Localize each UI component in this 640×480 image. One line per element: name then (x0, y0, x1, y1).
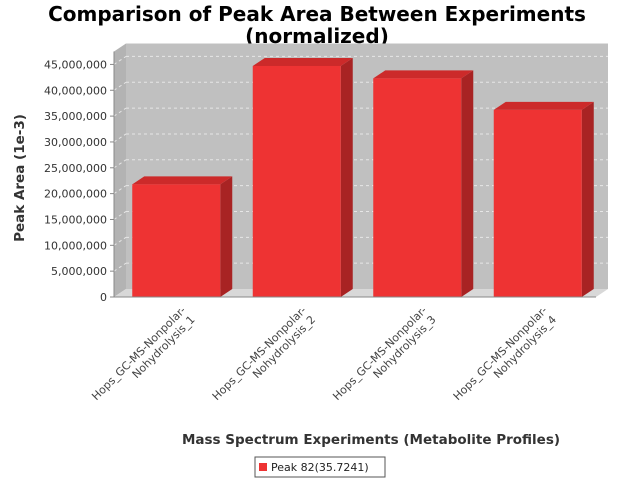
bar-top (132, 176, 233, 185)
gridline-segment (113, 81, 127, 91)
x-tick-label: Hops_GC-MS-Nonpolar-Nohydrolysis_3 (330, 304, 438, 412)
plot-floor (114, 289, 608, 297)
x-tick-label-line: Hops_GC-MS-Nonpolar- (89, 304, 188, 403)
y-tick-label: 25,000,000 (44, 162, 107, 175)
bar-side (461, 70, 474, 297)
plot-left-wall (114, 43, 126, 297)
bar-front (493, 109, 582, 297)
gridline-segment (113, 211, 127, 220)
y-tick-label: 0 (100, 291, 107, 304)
gridline-segment (113, 133, 127, 143)
y-tick-label: 5,000,000 (51, 265, 107, 278)
bar-top (493, 101, 594, 110)
x-axis: Hops_GC-MS-Nonpolar-Nohydrolysis_1 Hops_G… (89, 296, 596, 412)
bar-front (132, 184, 221, 297)
x-tick-label-line: Hops_GC-MS-Nonpolar- (451, 304, 550, 403)
chart-title-line-1: Comparison of Peak Area Between Experime… (48, 2, 586, 26)
bar-top (373, 70, 474, 79)
x-tick-label: Hops_GC-MS-Nonpolar-Nohydrolysis_2 (210, 304, 318, 412)
x-tick-label-line: Hops_GC-MS-Nonpolar- (210, 304, 309, 403)
legend-swatch (259, 463, 267, 471)
gridline-segment (113, 107, 127, 117)
legend-box (254, 456, 386, 478)
bar-front (252, 65, 341, 297)
bar-front (373, 78, 462, 297)
legend: Peak 82(35.7241) (254, 456, 386, 478)
bar (252, 57, 353, 297)
bar-side (581, 101, 594, 297)
bars (132, 57, 594, 297)
gridline-segment (113, 236, 127, 246)
y-tick-label: 15,000,000 (44, 213, 107, 226)
legend-label: Peak 82(35.7241) (271, 461, 369, 474)
gridline-segment (113, 262, 127, 272)
gridline-segment (113, 185, 127, 195)
y-axis: 0 5,000,000 10,000,000 15,000,000 20,000,000… (44, 51, 115, 304)
y-tick-label: 30,000,000 (44, 136, 107, 149)
x-axis-label: Mass Spectrum Experiments (Metabolite Pr… (182, 432, 560, 448)
bar (373, 70, 474, 297)
gridline-segment (113, 159, 127, 169)
y-tick-label: 20,000,000 (44, 188, 107, 201)
y-tick-label: 35,000,000 (44, 110, 107, 123)
bar-side (340, 57, 353, 297)
x-tick-label-line: Hops_GC-MS-Nonpolar- (330, 304, 429, 403)
y-tick-label: 40,000,000 (44, 84, 107, 97)
x-tick-label: Hops_GC-MS-Nonpolar-Nohydrolysis_1 (89, 304, 197, 412)
y-tick-label: 45,000,000 (44, 58, 107, 71)
bar (132, 176, 233, 297)
bar (493, 101, 594, 297)
y-tick-label: 10,000,000 (44, 239, 107, 252)
y-axis-label: Peak Area (1e-3) (12, 114, 28, 242)
gridline-segment (113, 56, 127, 65)
bar-side (220, 176, 233, 297)
bar-top (252, 57, 353, 66)
x-tick-label: Hops_GC-MS-Nonpolar-Nohydrolysis_4 (451, 304, 559, 412)
